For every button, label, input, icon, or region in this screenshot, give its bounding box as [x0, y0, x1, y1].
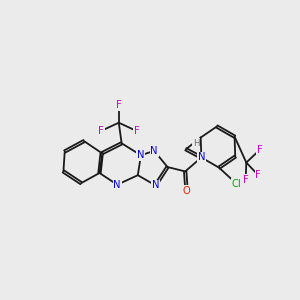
- Text: F: F: [243, 175, 248, 184]
- Text: F: F: [116, 100, 122, 110]
- Text: N: N: [150, 146, 158, 156]
- Text: F: F: [98, 126, 104, 136]
- Text: N: N: [152, 180, 159, 190]
- Text: Cl: Cl: [232, 179, 242, 189]
- Text: H: H: [193, 139, 200, 148]
- Text: F: F: [257, 145, 262, 155]
- Text: F: F: [134, 126, 140, 136]
- Text: N: N: [137, 150, 145, 160]
- Text: F: F: [255, 170, 261, 180]
- Text: N: N: [198, 152, 205, 163]
- Text: O: O: [183, 186, 190, 196]
- Text: N: N: [113, 180, 121, 190]
